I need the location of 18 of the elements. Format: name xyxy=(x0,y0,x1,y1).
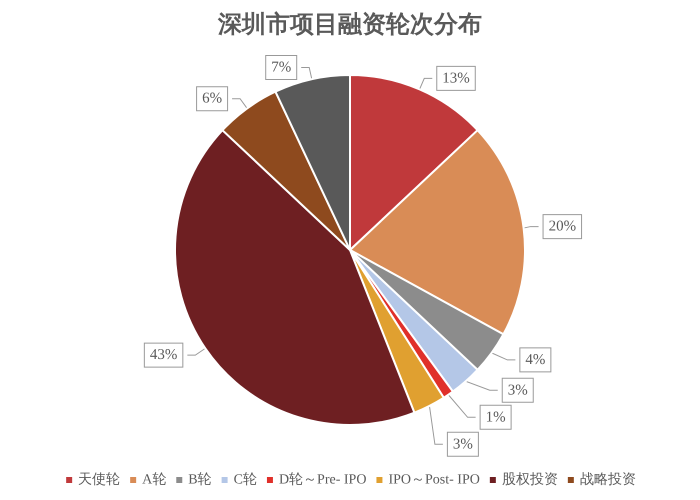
legend-label: C轮 xyxy=(234,472,257,488)
data-label: 13% xyxy=(442,70,470,86)
chart-title: 深圳市项目融资轮次分布 xyxy=(217,11,482,38)
data-label: 7% xyxy=(271,60,292,76)
data-label: 3% xyxy=(508,382,528,398)
data-label: 3% xyxy=(452,436,473,452)
legend-label: 股权投资 xyxy=(502,472,558,488)
data-label: 20% xyxy=(548,218,576,235)
legend-label: B轮 xyxy=(188,472,212,488)
legend-label: 天使轮 xyxy=(78,472,120,488)
data-label: 6% xyxy=(202,90,222,107)
data-label: 4% xyxy=(525,352,546,368)
legend-label: 战略投资 xyxy=(580,472,636,488)
legend-label: IPO～Post- IPO xyxy=(388,472,480,488)
data-label: 43% xyxy=(150,347,178,364)
data-label: 1% xyxy=(486,409,506,426)
legend-label: D轮～Pre- IPO xyxy=(278,472,366,488)
legend-label: A轮 xyxy=(142,472,166,488)
